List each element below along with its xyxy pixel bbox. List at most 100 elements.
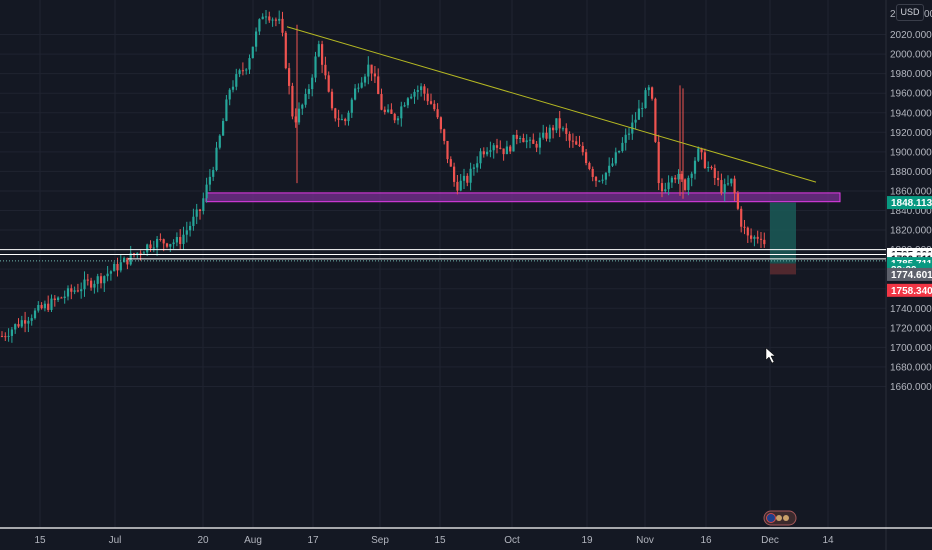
candle-body	[601, 179, 604, 181]
candle-body	[198, 209, 202, 212]
candle-body	[0, 336, 4, 338]
chart-overlays	[0, 26, 886, 526]
candle-body	[53, 298, 56, 301]
candle-body	[27, 320, 30, 324]
candle-body	[387, 109, 390, 112]
time-axis[interactable]: 15 Jul 20 Aug 17 Sep 15 Oct 19 Nov 16 Dec 14	[34, 535, 834, 546]
candle-body	[545, 132, 548, 139]
candle-body	[175, 237, 178, 243]
candle-body	[720, 180, 723, 193]
candle-body	[241, 70, 244, 72]
candle-body	[288, 68, 291, 86]
support-zone	[205, 192, 841, 203]
long-position-stop-zone	[770, 263, 796, 275]
candle-body	[654, 98, 657, 142]
price-tag: 1774.601	[887, 267, 932, 281]
candle-body	[486, 151, 489, 155]
price-tick-label: 1840.000	[890, 206, 932, 217]
time-tick-label: Oct	[504, 535, 520, 546]
candle-body	[149, 244, 152, 249]
candle-body	[370, 64, 373, 74]
candle-body	[208, 176, 211, 185]
price-tick-label: 1820.000	[890, 226, 932, 237]
candle-body	[466, 175, 469, 183]
candle-body	[578, 144, 581, 146]
price-tick-label: 1980.000	[890, 69, 932, 80]
candle-body	[416, 90, 419, 92]
candle-body	[667, 182, 670, 190]
candle-body	[113, 263, 116, 272]
candle-body	[340, 119, 343, 121]
candle-body	[294, 116, 297, 123]
candle-body	[651, 87, 654, 99]
candle-body	[103, 276, 106, 284]
flag-icon	[766, 513, 776, 523]
candle-body	[515, 134, 518, 139]
candle-body	[469, 168, 472, 183]
candle-body	[674, 177, 677, 180]
candle-body	[519, 138, 522, 140]
price-tick-label: 1700.000	[890, 343, 932, 354]
candle-body	[499, 147, 502, 149]
candle-body	[245, 69, 248, 71]
candle-body	[710, 167, 713, 169]
candle-body	[357, 87, 360, 89]
economic-events-icon	[763, 510, 797, 526]
candle-body	[763, 239, 766, 245]
candle-body	[670, 177, 673, 183]
candle-body	[126, 257, 129, 265]
candle-body	[624, 134, 627, 143]
candle-body	[746, 227, 749, 236]
chart-annotations	[205, 192, 841, 275]
time-tick-label: Sep	[371, 535, 389, 546]
candle-body	[396, 118, 400, 121]
price-tag-bg	[887, 283, 932, 297]
candle-body	[753, 236, 756, 239]
candle-body	[337, 118, 340, 120]
candle-body	[558, 118, 561, 129]
candle-body	[139, 252, 142, 254]
candle-body	[598, 180, 601, 182]
candle-body	[43, 303, 46, 309]
candle-body	[522, 138, 525, 143]
candle-body	[627, 133, 631, 135]
long-position-target-zone	[770, 202, 796, 264]
candle-body	[733, 178, 736, 194]
candle-body	[20, 320, 23, 327]
candle-body	[410, 96, 413, 99]
price-tick-label: 2020.000	[890, 30, 932, 41]
candle-body	[420, 86, 423, 91]
candle-body	[528, 139, 532, 141]
candle-body	[202, 198, 205, 212]
currency-badge[interactable]: USD	[896, 4, 924, 21]
candle-body	[482, 151, 485, 155]
candle-body	[693, 160, 697, 174]
price-tick-label: 1920.000	[890, 128, 932, 139]
candle-body	[436, 109, 439, 118]
candle-body	[548, 127, 551, 139]
event-dot	[783, 515, 789, 521]
time-tick-label: Nov	[636, 535, 654, 546]
candle-body	[142, 252, 145, 254]
candle-body	[228, 89, 231, 100]
candle-body	[700, 148, 703, 153]
candle-body	[690, 173, 693, 178]
candle-body	[479, 151, 482, 164]
candle-body	[33, 310, 37, 319]
candle-body	[83, 279, 86, 290]
candle-body	[594, 176, 598, 181]
candle-body	[756, 236, 759, 239]
candle-body	[621, 142, 624, 152]
candle-body	[717, 177, 720, 181]
candle-body	[311, 77, 314, 90]
candle-body	[297, 108, 301, 123]
candle-body	[660, 183, 664, 192]
time-tick-label: 17	[307, 535, 319, 546]
candle-body	[274, 19, 277, 21]
price-tag-label: 1848.113	[891, 198, 932, 209]
candle-body	[439, 117, 442, 130]
candle-body	[555, 118, 558, 131]
candle-body	[413, 91, 416, 97]
candle-body	[321, 44, 324, 65]
